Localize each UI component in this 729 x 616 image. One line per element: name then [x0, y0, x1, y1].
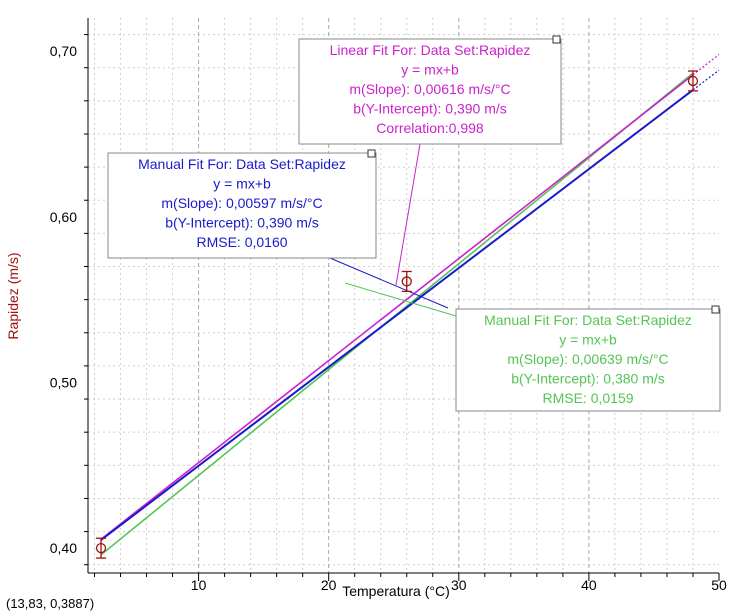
- y-tick-label: 0,70: [50, 43, 77, 59]
- fit-box-line: m(Slope): 0,00639 m/s/°C: [507, 351, 668, 367]
- fit-box-line: b(Y-Intercept): 0,390 m/s: [353, 101, 507, 117]
- point-marker: [401, 276, 412, 287]
- coordinate-readout: (13,83, 0,3887): [6, 596, 95, 611]
- x-ticks: 10 20 30 40 50: [94, 573, 727, 593]
- fit-line-linear[interactable]: [100, 74, 694, 540]
- y-axis-title: Rapidez (m/s): [5, 252, 21, 339]
- data-points[interactable]: [95, 70, 699, 559]
- data-point[interactable]: [95, 537, 107, 559]
- fit-boxes[interactable]: Linear Fit For: Data Set:Rapidez y = mx+b…: [107, 35, 721, 412]
- leader-line-manual-blue: [329, 257, 449, 309]
- fit-box-line: RMSE: 0,0160: [196, 234, 287, 250]
- point-marker: [687, 75, 699, 87]
- fit-line-manual-blue[interactable]: [100, 89, 694, 541]
- fit-box-handle-icon[interactable]: [711, 305, 720, 314]
- fit-box-line: y = mx+b: [559, 332, 617, 348]
- fit-box-line: m(Slope): 0,00597 m/s/°C: [161, 195, 322, 211]
- leader-lines: [329, 143, 457, 317]
- fit-box-line: y = mx+b: [213, 176, 271, 192]
- y-tick-label: 0,60: [50, 209, 77, 225]
- x-tick-label: 10: [191, 577, 207, 593]
- fit-box-line: RMSE: 0,0159: [542, 390, 633, 406]
- leader-line-linear: [395, 143, 421, 286]
- fit-extension-manual-blue: [692, 69, 720, 91]
- x-tick-label: 30: [451, 577, 467, 593]
- fit-box-frame: [107, 152, 377, 259]
- fit-box-manual-green[interactable]: Manual Fit For: Data Set:Rapidez y = mx+b…: [455, 305, 721, 412]
- axes: [87, 18, 719, 574]
- leader-line-manual-green: [344, 282, 457, 317]
- fit-box-frame: [298, 38, 562, 145]
- data-point[interactable]: [401, 270, 412, 293]
- fit-lines: [100, 53, 720, 556]
- y-ticks: 0,40 0,50 0,60 0,70: [50, 34, 88, 566]
- fit-box-handle-icon[interactable]: [367, 149, 376, 158]
- data-point[interactable]: [687, 70, 699, 92]
- x-axis-title: Temperatura (°C): [342, 583, 450, 599]
- x-tick-label: 50: [711, 577, 727, 593]
- fit-box-line: y = mx+b: [401, 62, 459, 78]
- fit-box-line: Linear Fit For: Data Set:Rapidez: [330, 42, 531, 58]
- x-tick-label: 20: [321, 577, 337, 593]
- fit-box-handle-icon[interactable]: [552, 35, 561, 44]
- fit-box-manual-blue[interactable]: Manual Fit For: Data Set:Rapidez y = mx+b…: [107, 149, 377, 259]
- fit-box-line: m(Slope): 0,00616 m/s/°C: [349, 81, 510, 97]
- fit-box-line: b(Y-Intercept): 0,380 m/s: [511, 371, 665, 387]
- y-tick-label: 0,40: [50, 540, 77, 556]
- fit-box-line: Correlation:0,998: [376, 120, 484, 136]
- fit-box-line: Manual Fit For: Data Set:Rapidez: [138, 156, 346, 172]
- y-tick-label: 0,50: [50, 374, 77, 390]
- fit-box-line: b(Y-Intercept): 0,390 m/s: [165, 215, 319, 231]
- x-tick-label: 40: [581, 577, 597, 593]
- point-marker: [95, 542, 107, 554]
- fit-box-line: Manual Fit For: Data Set:Rapidez: [484, 312, 692, 328]
- fit-box-linear[interactable]: Linear Fit For: Data Set:Rapidez y = mx+b…: [298, 35, 562, 145]
- fit-box-frame: [455, 308, 721, 412]
